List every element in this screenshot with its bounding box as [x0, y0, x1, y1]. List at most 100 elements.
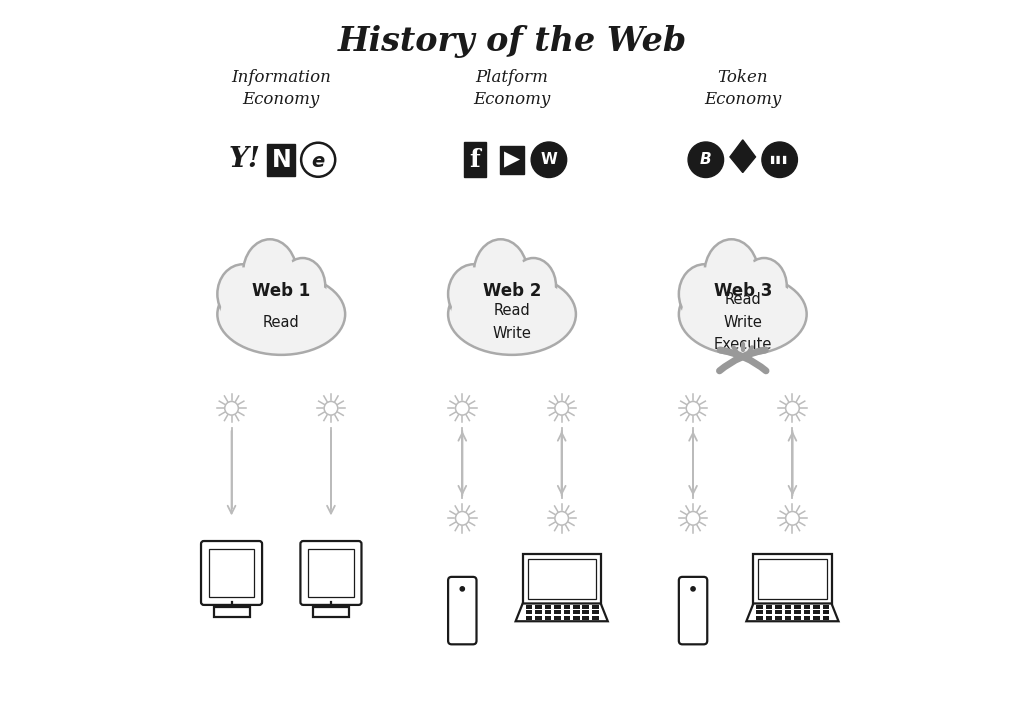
- Ellipse shape: [451, 268, 497, 320]
- Text: Information
Economy: Information Economy: [231, 70, 331, 108]
- Text: Read
Write: Read Write: [493, 303, 531, 341]
- Bar: [822, 616, 829, 620]
- Polygon shape: [746, 604, 839, 621]
- Circle shape: [688, 142, 724, 178]
- Bar: [775, 611, 782, 614]
- Bar: [554, 611, 561, 614]
- Bar: [813, 616, 820, 620]
- Ellipse shape: [451, 277, 573, 351]
- Ellipse shape: [679, 264, 730, 324]
- Text: Platform
Economy: Platform Economy: [473, 70, 551, 108]
- Polygon shape: [516, 604, 608, 621]
- Circle shape: [456, 401, 469, 415]
- Bar: [757, 616, 763, 620]
- Circle shape: [555, 401, 568, 415]
- Bar: [754, 554, 831, 604]
- Bar: [313, 607, 349, 617]
- Circle shape: [691, 586, 695, 591]
- Bar: [545, 605, 551, 609]
- Bar: [775, 616, 782, 620]
- Bar: [214, 607, 250, 617]
- Bar: [563, 605, 570, 609]
- Ellipse shape: [474, 239, 527, 308]
- Polygon shape: [730, 140, 756, 173]
- Bar: [545, 616, 551, 620]
- Circle shape: [456, 511, 469, 525]
- Bar: [525, 611, 532, 614]
- Bar: [592, 611, 599, 614]
- Ellipse shape: [511, 258, 556, 315]
- Bar: [536, 605, 542, 609]
- Ellipse shape: [449, 264, 500, 324]
- Text: f: f: [470, 148, 480, 172]
- Circle shape: [785, 401, 800, 415]
- Bar: [759, 559, 826, 599]
- Bar: [592, 605, 599, 609]
- Bar: [757, 605, 763, 609]
- Bar: [573, 611, 580, 614]
- Text: Read
Write
Execute: Read Write Execute: [714, 293, 772, 351]
- Bar: [813, 611, 820, 614]
- Bar: [766, 605, 772, 609]
- Text: Read: Read: [263, 315, 300, 329]
- Text: Y!: Y!: [228, 146, 260, 173]
- Text: Web 3: Web 3: [714, 282, 772, 300]
- Bar: [766, 616, 772, 620]
- Bar: [592, 616, 599, 620]
- Bar: [795, 616, 801, 620]
- Bar: [536, 616, 542, 620]
- Bar: [822, 605, 829, 609]
- Text: B: B: [700, 152, 712, 168]
- Text: Token
Economy: Token Economy: [705, 70, 781, 108]
- Bar: [822, 611, 829, 614]
- FancyBboxPatch shape: [201, 541, 262, 605]
- Ellipse shape: [682, 277, 804, 351]
- Text: Web 1: Web 1: [252, 282, 310, 300]
- Bar: [563, 616, 570, 620]
- Bar: [775, 605, 782, 609]
- FancyBboxPatch shape: [300, 541, 361, 605]
- Bar: [308, 549, 353, 597]
- Text: Web 2: Web 2: [482, 282, 542, 300]
- Ellipse shape: [708, 242, 756, 305]
- Bar: [784, 605, 792, 609]
- Circle shape: [301, 143, 335, 177]
- Ellipse shape: [283, 261, 323, 311]
- Bar: [573, 616, 580, 620]
- Bar: [563, 611, 570, 614]
- Ellipse shape: [220, 277, 342, 351]
- Ellipse shape: [741, 258, 786, 315]
- Circle shape: [686, 401, 699, 415]
- Bar: [583, 616, 589, 620]
- Ellipse shape: [220, 268, 265, 320]
- Circle shape: [555, 511, 568, 525]
- Bar: [522, 554, 601, 604]
- Bar: [573, 605, 580, 609]
- Bar: [525, 605, 532, 609]
- Ellipse shape: [679, 273, 807, 355]
- Ellipse shape: [217, 273, 345, 355]
- Ellipse shape: [682, 268, 727, 320]
- Bar: [583, 611, 589, 614]
- Bar: [525, 616, 532, 620]
- Text: ▶: ▶: [504, 150, 520, 170]
- Text: N: N: [271, 148, 291, 172]
- Circle shape: [762, 142, 798, 178]
- Bar: [766, 611, 772, 614]
- Text: W: W: [541, 152, 557, 168]
- Circle shape: [224, 401, 239, 415]
- Bar: [813, 605, 820, 609]
- Bar: [545, 611, 551, 614]
- Ellipse shape: [705, 239, 759, 308]
- FancyBboxPatch shape: [679, 577, 708, 645]
- Ellipse shape: [243, 239, 297, 308]
- Ellipse shape: [449, 273, 575, 355]
- Circle shape: [785, 511, 800, 525]
- Text: ▌▌▌: ▌▌▌: [770, 155, 790, 164]
- FancyBboxPatch shape: [449, 577, 476, 645]
- Bar: [536, 611, 542, 614]
- Bar: [784, 611, 792, 614]
- Bar: [757, 611, 763, 614]
- Bar: [784, 616, 792, 620]
- Bar: [554, 605, 561, 609]
